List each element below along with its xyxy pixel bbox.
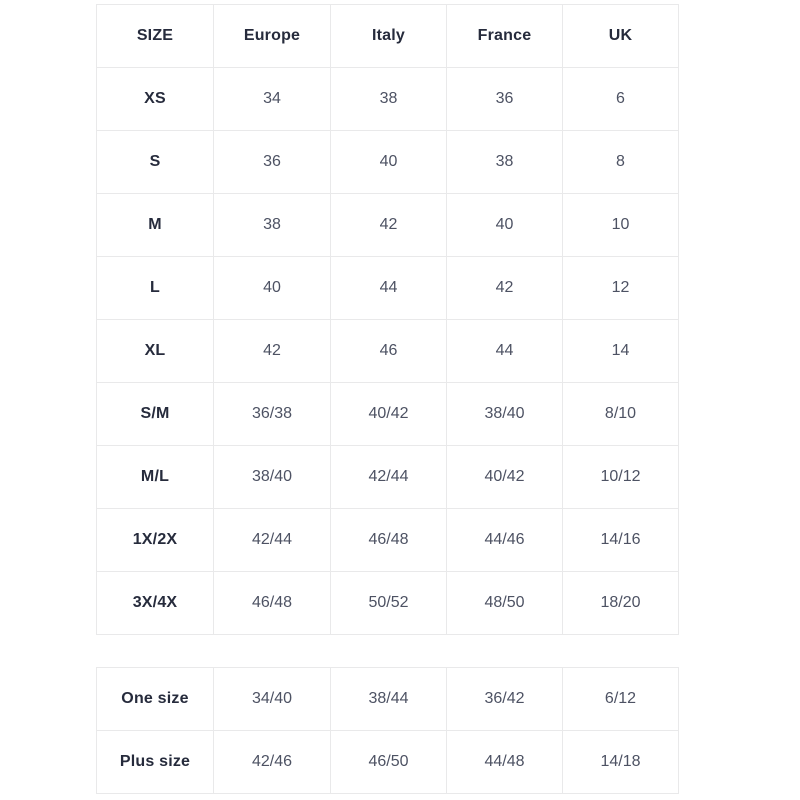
cell-france: 40 [446,193,563,257]
cell-uk: 6/12 [562,667,679,731]
cell-europe: 42 [213,319,331,383]
table-header: SIZE Europe Italy France UK [96,4,679,68]
table-row: M 38 42 40 10 [96,193,679,257]
column-header-italy: Italy [330,4,447,68]
row-label: M [96,193,214,257]
column-header-europe: Europe [213,4,331,68]
cell-france: 44/46 [446,508,563,572]
table-row: XS 34 38 36 6 [96,67,679,131]
cell-italy: 38/44 [330,667,447,731]
row-label: L [96,256,214,320]
row-label: One size [96,667,214,731]
universal-size-table: One size 34/40 38/44 36/42 6/12 Plus siz… [96,667,679,794]
table-body: XS 34 38 36 6 S 36 40 38 8 M 38 42 40 10 [96,67,679,635]
cell-europe: 36 [213,130,331,194]
row-label: XS [96,67,214,131]
cell-europe: 46/48 [213,571,331,635]
cell-france: 40/42 [446,445,563,509]
cell-europe: 40 [213,256,331,320]
cell-europe: 42/46 [213,730,331,794]
cell-italy: 40/42 [330,382,447,446]
cell-europe: 38/40 [213,445,331,509]
row-label: Plus size [96,730,214,794]
table-body: One size 34/40 38/44 36/42 6/12 Plus siz… [96,667,679,794]
table-row: 1X/2X 42/44 46/48 44/46 14/16 [96,508,679,572]
cell-france: 36 [446,67,563,131]
cell-uk: 18/20 [562,571,679,635]
table-row: M/L 38/40 42/44 40/42 10/12 [96,445,679,509]
cell-uk: 10/12 [562,445,679,509]
cell-italy: 46 [330,319,447,383]
table-row: Plus size 42/46 46/50 44/48 14/18 [96,730,679,794]
cell-france: 42 [446,256,563,320]
cell-italy: 42/44 [330,445,447,509]
cell-italy: 46/48 [330,508,447,572]
row-label: M/L [96,445,214,509]
row-label: S/M [96,382,214,446]
cell-uk: 10 [562,193,679,257]
cell-europe: 38 [213,193,331,257]
cell-uk: 14/16 [562,508,679,572]
row-label: 3X/4X [96,571,214,635]
cell-italy: 40 [330,130,447,194]
size-conversion-table: SIZE Europe Italy France UK XS 34 38 36 … [96,4,679,635]
cell-europe: 42/44 [213,508,331,572]
cell-italy: 38 [330,67,447,131]
table-row: XL 42 46 44 14 [96,319,679,383]
cell-france: 38/40 [446,382,563,446]
cell-italy: 50/52 [330,571,447,635]
cell-europe: 34 [213,67,331,131]
table-header-row: SIZE Europe Italy France UK [96,4,679,68]
row-label: S [96,130,214,194]
cell-france: 44/48 [446,730,563,794]
table-row: One size 34/40 38/44 36/42 6/12 [96,667,679,731]
cell-europe: 34/40 [213,667,331,731]
cell-france: 48/50 [446,571,563,635]
table-row: 3X/4X 46/48 50/52 48/50 18/20 [96,571,679,635]
column-header-france: France [446,4,563,68]
cell-italy: 44 [330,256,447,320]
table-row: S/M 36/38 40/42 38/40 8/10 [96,382,679,446]
cell-france: 36/42 [446,667,563,731]
cell-france: 44 [446,319,563,383]
cell-uk: 14 [562,319,679,383]
row-label: 1X/2X [96,508,214,572]
column-header-uk: UK [562,4,679,68]
table-row: L 40 44 42 12 [96,256,679,320]
cell-uk: 14/18 [562,730,679,794]
cell-france: 38 [446,130,563,194]
cell-italy: 46/50 [330,730,447,794]
cell-europe: 36/38 [213,382,331,446]
table-row: S 36 40 38 8 [96,130,679,194]
cell-uk: 6 [562,67,679,131]
row-label: XL [96,319,214,383]
cell-uk: 12 [562,256,679,320]
column-header-size: SIZE [96,4,214,68]
cell-uk: 8/10 [562,382,679,446]
cell-uk: 8 [562,130,679,194]
cell-italy: 42 [330,193,447,257]
